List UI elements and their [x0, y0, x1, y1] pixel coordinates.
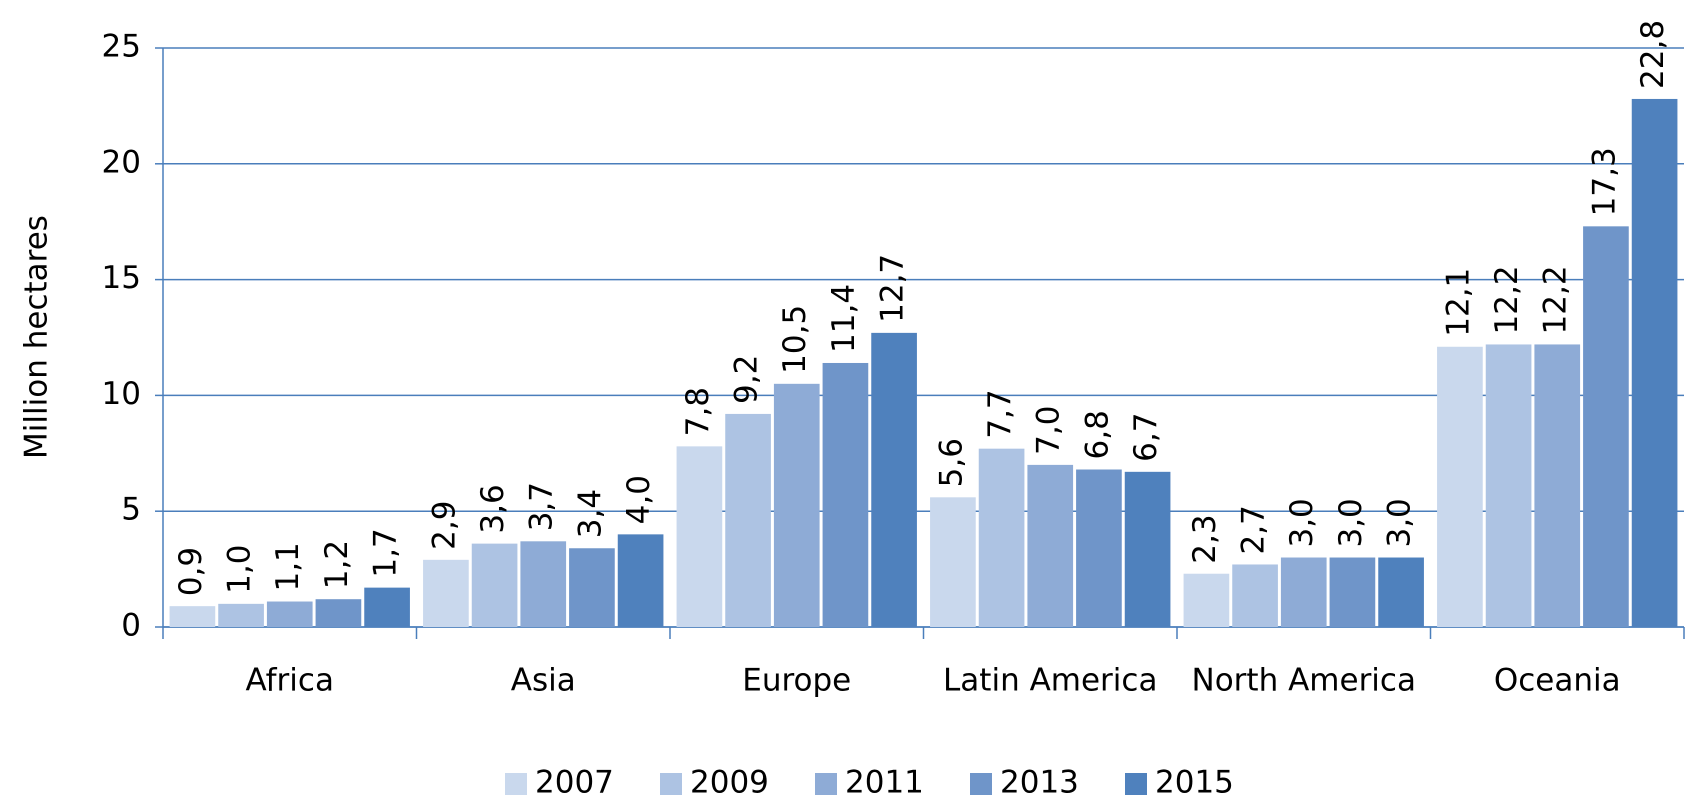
value-label: 4,0 [621, 475, 657, 524]
value-label: 22,8 [1635, 20, 1671, 89]
bar [1076, 469, 1122, 627]
y-tick-label: 25 [102, 29, 141, 65]
bar [520, 541, 567, 627]
bar [569, 548, 615, 627]
bar [1534, 344, 1581, 627]
legend-label: 2011 [845, 765, 924, 801]
value-label: 12,2 [1538, 265, 1574, 334]
bar [1437, 346, 1483, 627]
value-label: 10,5 [777, 305, 813, 374]
value-label: 6,7 [1128, 413, 1164, 462]
bar [1631, 98, 1678, 627]
value-label: 12,7 [875, 254, 911, 323]
bar [315, 599, 362, 627]
bar [1583, 226, 1629, 627]
bar [978, 448, 1025, 627]
bar [1329, 557, 1376, 627]
value-label: 1,0 [222, 545, 258, 594]
value-label: 0,9 [173, 547, 209, 596]
bar [423, 559, 469, 627]
x-tick-label: Europe [742, 663, 851, 699]
value-label: 3,0 [1333, 498, 1369, 547]
value-label: 2,3 [1187, 514, 1223, 563]
value-label: 12,2 [1489, 265, 1525, 334]
bar [1485, 344, 1532, 627]
bar [1378, 557, 1424, 627]
bar [1280, 557, 1327, 627]
bar [218, 603, 264, 627]
value-label: 1,7 [368, 528, 404, 577]
value-label: 7,0 [1031, 406, 1067, 455]
value-label: 3,6 [475, 484, 511, 533]
y-tick-label: 0 [121, 608, 141, 644]
bar [1027, 464, 1074, 627]
x-tick-label: Oceania [1494, 663, 1621, 699]
value-label: 7,8 [680, 387, 716, 436]
legend-label: 2009 [690, 765, 769, 801]
value-label: 9,2 [729, 355, 765, 404]
legend-swatch [1125, 773, 1147, 795]
value-label: 7,7 [982, 389, 1018, 438]
bar [676, 446, 723, 627]
bar [617, 534, 664, 627]
y-tick-label: 10 [102, 376, 141, 412]
bar [169, 606, 216, 627]
bar [1183, 573, 1230, 627]
legend-swatch [970, 773, 992, 795]
value-label: 3,0 [1284, 498, 1320, 547]
legend-swatch [505, 773, 527, 795]
x-tick-label: Asia [511, 663, 576, 699]
y-tick-label: 15 [102, 260, 141, 296]
value-label: 3,4 [572, 489, 608, 538]
value-label: 12,1 [1440, 268, 1476, 337]
value-label: 2,9 [426, 501, 462, 550]
bar [1232, 564, 1278, 627]
legend-label: 2007 [535, 765, 614, 801]
bar [871, 332, 917, 627]
value-label: 2,7 [1236, 505, 1272, 554]
value-label: 17,3 [1586, 147, 1622, 216]
bar [1124, 471, 1171, 627]
value-label: 5,6 [933, 438, 969, 487]
value-label: 6,8 [1079, 410, 1115, 459]
bar [930, 497, 976, 627]
value-label: 1,1 [270, 542, 306, 591]
legend-swatch [660, 773, 682, 795]
bar [471, 543, 518, 627]
value-label: 3,0 [1382, 498, 1418, 547]
bar [725, 413, 771, 627]
bar [266, 601, 313, 627]
bar [364, 587, 410, 627]
x-tick-label: North America [1192, 663, 1416, 699]
value-label: 11,4 [826, 284, 862, 353]
bar [773, 383, 820, 627]
y-axis-label: Million hectares [19, 215, 55, 459]
legend-swatch [815, 773, 837, 795]
x-tick-label: Africa [246, 663, 334, 699]
legend-label: 2013 [1000, 765, 1079, 801]
bar [822, 362, 869, 627]
y-tick-label: 5 [121, 492, 141, 528]
y-tick-label: 20 [102, 144, 141, 180]
x-tick-label: Latin America [943, 663, 1157, 699]
value-label: 1,2 [319, 540, 355, 589]
legend-label: 2015 [1155, 765, 1234, 801]
value-label: 3,7 [524, 482, 560, 531]
